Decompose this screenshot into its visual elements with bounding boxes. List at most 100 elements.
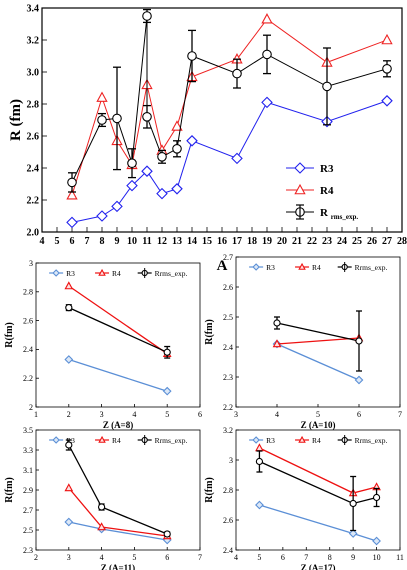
x-tick-label: 6	[165, 553, 169, 562]
data-point	[261, 96, 273, 109]
data-point	[186, 135, 198, 147]
series-r3	[64, 355, 172, 396]
data-point	[355, 337, 363, 345]
x-tick-label: 4	[100, 553, 104, 562]
data-point	[163, 530, 171, 538]
x-tick-label: 1	[34, 410, 38, 419]
x-tick-label: 19	[262, 236, 272, 247]
series-r3	[255, 500, 381, 546]
x-tick-label: 23	[322, 236, 332, 247]
legend-marker	[52, 269, 60, 277]
legend-label: R3	[266, 436, 275, 445]
series-line	[68, 444, 168, 535]
x-tick-label: 2	[34, 553, 38, 562]
series-line	[276, 322, 360, 342]
data-point	[97, 522, 106, 531]
x-axis-label: Z (A=8)	[103, 420, 133, 430]
data-point	[141, 165, 153, 177]
series-line	[68, 521, 168, 541]
y-tick-label: 3.1	[23, 466, 33, 475]
x-tick-label: 20	[277, 236, 287, 247]
x-tick-label: 9	[115, 236, 120, 247]
y-tick-label: 2.4	[27, 164, 40, 175]
data-point	[255, 457, 264, 466]
y-tick-label: 3	[229, 456, 233, 465]
data-point	[127, 158, 137, 168]
y-tick-label: 2.2	[27, 196, 40, 207]
data-point	[172, 144, 182, 154]
chart-3: 2.2 2.3 2.4 2.5 2.6 2.7 3 4 5 6 7 R(fm) Z (A=10) R3 R4…	[204, 253, 402, 430]
y-tick-label: 2.0	[27, 228, 40, 239]
legend-marker	[294, 183, 306, 195]
y-axis-label: R (fm)	[8, 99, 24, 141]
x-tick-label: 7	[198, 553, 202, 562]
legend-label: R4	[320, 185, 334, 197]
series-line	[259, 460, 377, 505]
y-axis-label: R(fm)	[4, 322, 15, 348]
y-tick-label: 3.5	[23, 426, 33, 435]
x-tick-label: 15	[202, 236, 212, 247]
data-point	[66, 189, 78, 200]
y-tick-label: 3.2	[27, 36, 40, 47]
y-tick-label: 2.6	[23, 316, 33, 325]
data-point	[67, 177, 77, 188]
y-tick-label: 2.7	[23, 506, 33, 515]
legend-label: R4	[112, 269, 121, 278]
x-tick-label: 22	[307, 236, 317, 247]
data-point	[111, 200, 123, 213]
data-point	[261, 13, 273, 24]
data-point	[126, 179, 138, 192]
x-tick-label: 12	[157, 236, 167, 247]
series-line	[276, 343, 360, 381]
data-point	[255, 500, 264, 510]
x-tick-label: 8	[100, 236, 105, 247]
y-tick-label: 3	[29, 259, 33, 268]
legend-label: R3	[66, 269, 75, 278]
x-axis-label: Z (A=17)	[301, 563, 336, 570]
series-rrms-exp-	[255, 450, 381, 532]
data-point	[171, 120, 183, 131]
series-rrms-exp-	[273, 310, 363, 372]
x-tick-label: 24	[337, 236, 347, 247]
data-point	[96, 210, 108, 222]
plot-frame	[41, 7, 403, 233]
data-point	[232, 68, 242, 79]
legend-marker	[298, 435, 306, 443]
legend-label: R3	[266, 263, 275, 272]
x-tick-label: 25	[352, 236, 362, 247]
data-point	[348, 529, 358, 538]
x-tick-label: 8	[328, 553, 332, 562]
series-r-rms-exp-	[67, 8, 392, 193]
data-point	[354, 375, 364, 385]
data-point	[381, 33, 393, 45]
legend-label: R3	[320, 163, 334, 175]
series-r3	[64, 517, 172, 545]
data-point	[157, 152, 167, 162]
y-axis-label: R(fm)	[204, 319, 215, 345]
x-tick-label: 5	[55, 236, 60, 247]
data-point	[156, 187, 168, 200]
x-tick-label: 3	[234, 410, 238, 419]
series-line	[68, 358, 168, 392]
data-point	[163, 348, 171, 356]
data-point	[349, 499, 357, 508]
y-tick-label: 3.3	[23, 446, 33, 455]
y-tick-label: 2.9	[23, 486, 33, 495]
y-tick-label: 2.2	[23, 374, 33, 383]
data-point	[64, 281, 74, 290]
series-r4	[64, 483, 172, 540]
y-tick-label: 2.6	[27, 132, 40, 143]
x-tick-label: 16	[217, 236, 227, 247]
legend-label: R4	[312, 263, 321, 272]
x-tick-label: 14	[187, 236, 197, 247]
x-axis-label: Z (A=11)	[101, 563, 135, 570]
y-axis-label: R(fm)	[4, 477, 15, 503]
data-point	[112, 113, 122, 124]
y-tick-label: 3.4	[27, 4, 40, 15]
data-point	[171, 183, 183, 195]
series-r4	[66, 13, 393, 200]
x-axis-label: Z (A=10)	[301, 420, 336, 430]
x-tick-label: 11	[142, 236, 151, 247]
x-axis-label: A	[217, 258, 228, 274]
